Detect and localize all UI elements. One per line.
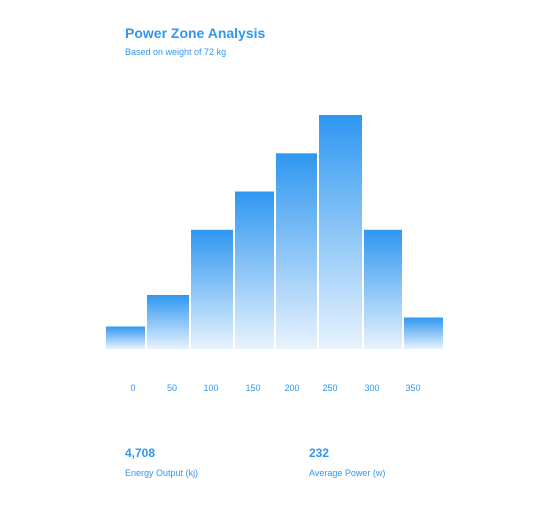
energy-output-value: 4,708 [125, 446, 156, 460]
x-tick-label: 50 [167, 383, 177, 393]
histogram-bar [147, 295, 189, 349]
x-tick-label: 300 [364, 383, 379, 393]
histogram-bar [404, 317, 443, 349]
average-power-label: Average Power (w) [309, 468, 386, 478]
x-tick-label: 250 [322, 383, 337, 393]
x-tick-label: 150 [245, 383, 260, 393]
histogram-bar [319, 115, 362, 349]
x-axis-ticks: 0 50 100 150 200 250 300 350 [130, 383, 420, 393]
histogram-bar [276, 153, 317, 350]
chart-title: Power Zone Analysis [125, 25, 266, 41]
histogram-bar [364, 229, 402, 350]
x-tick-label: 100 [203, 383, 218, 393]
histogram-bar [106, 326, 145, 349]
histogram-bar [235, 191, 274, 349]
histogram-bar [191, 229, 233, 350]
x-tick-label: 0 [130, 383, 135, 393]
chart-subtitle: Based on weight of 72 kg [125, 47, 227, 57]
average-power-value: 232 [309, 446, 330, 460]
bars-layer [106, 115, 443, 350]
x-tick-label: 200 [284, 383, 299, 393]
energy-output-label: Energy Output (kj) [125, 468, 199, 478]
x-tick-label: 350 [405, 383, 420, 393]
